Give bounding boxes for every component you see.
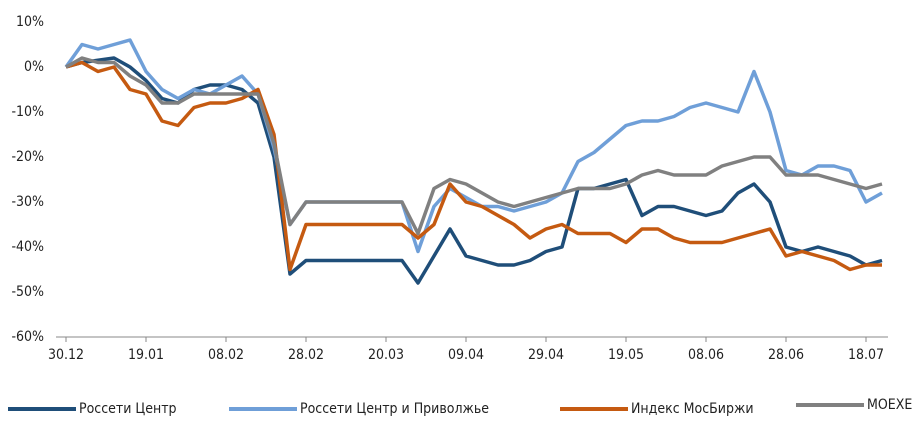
x-tick-label: 08.02 (208, 347, 244, 363)
y-tick-label: -60% (11, 329, 44, 345)
y-tick-label: -20% (11, 149, 44, 165)
series-line (64, 38, 883, 254)
legend-label: Индекс МосБиржи (631, 401, 754, 417)
legend-label: Россети Центр и Приволжье (300, 401, 489, 417)
x-tick-label: 19.01 (128, 347, 164, 363)
x-tick-label: 20.03 (368, 347, 404, 363)
series-line (65, 56, 883, 285)
legend-label: MOEXEU (867, 397, 913, 413)
series-line (65, 60, 882, 272)
y-tick-label: 0% (24, 59, 44, 75)
y-tick-label: -50% (11, 284, 44, 300)
x-tick-label: 19.05 (608, 347, 644, 363)
x-tick-label: 30.12 (48, 347, 84, 363)
x-tick-label: 28.06 (768, 347, 804, 363)
y-tick-label: 10% (16, 14, 44, 30)
y-tick-label: -30% (11, 194, 44, 210)
legend-label: Россети Центр (79, 401, 177, 417)
x-tick-label: 29.04 (528, 347, 564, 363)
x-tick-label: 09.04 (448, 347, 484, 363)
y-tick-label: -40% (11, 239, 44, 255)
x-tick-label: 18.07 (848, 347, 884, 363)
series-line (65, 56, 883, 236)
x-tick-label: 08.06 (688, 347, 724, 363)
y-tick-label: -10% (11, 104, 44, 120)
x-tick-label: 28.02 (288, 347, 324, 363)
